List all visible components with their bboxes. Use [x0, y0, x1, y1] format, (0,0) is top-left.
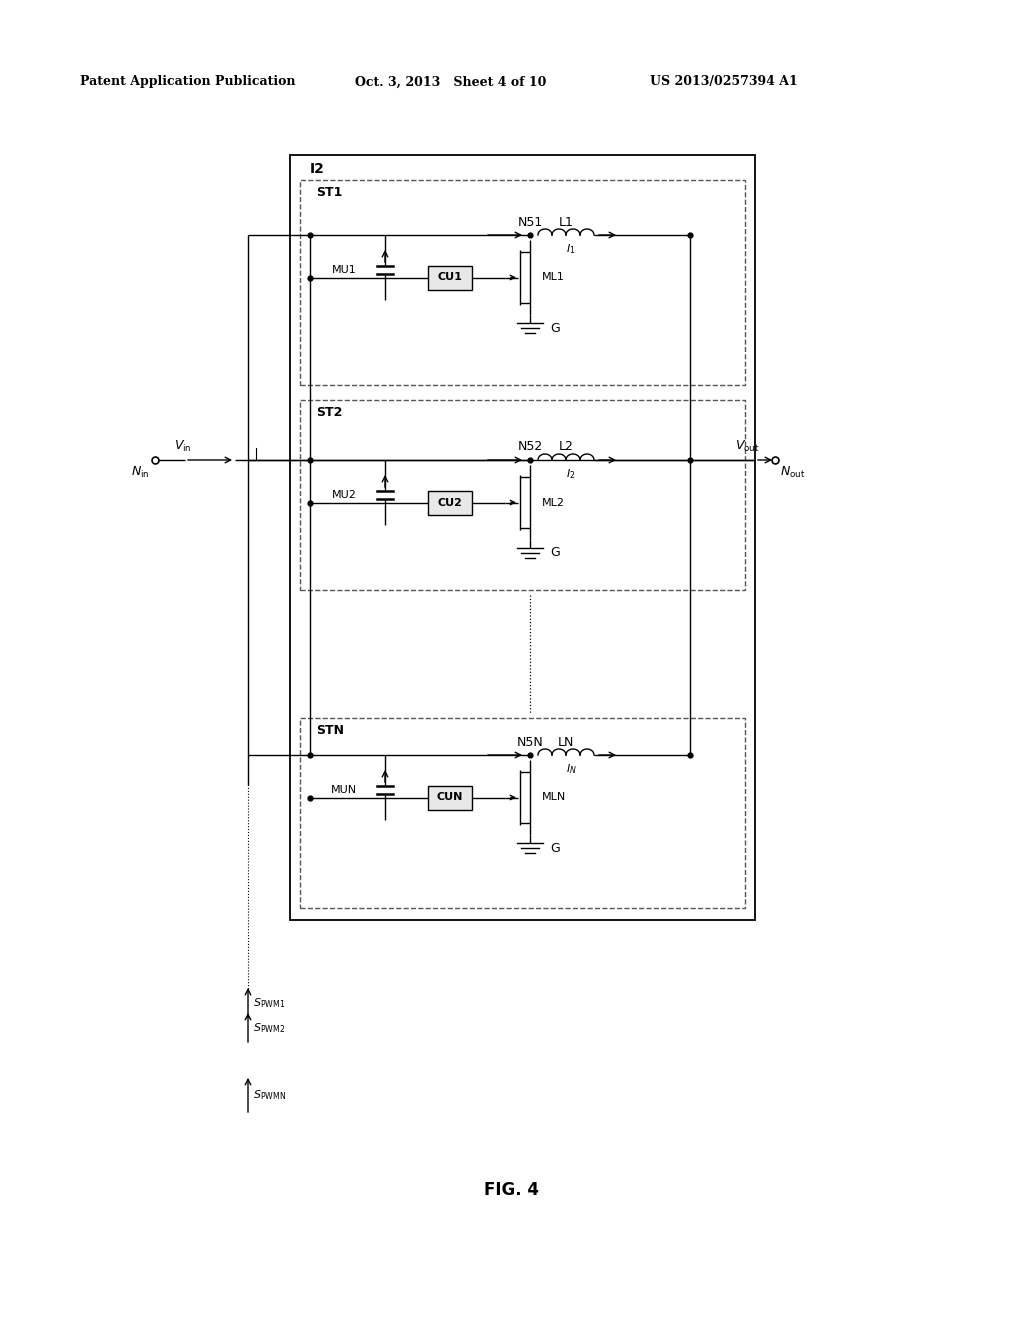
Text: G: G: [550, 842, 560, 854]
Bar: [300, 400, 745, 590]
Text: ML2: ML2: [542, 498, 565, 507]
Text: ML1: ML1: [542, 272, 565, 282]
Bar: [428, 785, 472, 809]
Text: $N_{\mathrm{in}}$: $N_{\mathrm{in}}$: [131, 465, 150, 479]
Text: N51: N51: [517, 215, 543, 228]
Text: G: G: [550, 546, 560, 560]
Text: FIG. 4: FIG. 4: [484, 1181, 540, 1199]
Text: I2: I2: [310, 162, 325, 176]
Text: MU1: MU1: [332, 265, 357, 275]
Text: ST2: ST2: [316, 407, 342, 420]
Text: $I_2$: $I_2$: [566, 467, 575, 480]
Text: $S_{\mathrm{PWM2}}$: $S_{\mathrm{PWM2}}$: [253, 1022, 286, 1035]
Text: MU2: MU2: [332, 490, 357, 500]
Text: $V_{\mathrm{out}}$: $V_{\mathrm{out}}$: [735, 438, 760, 454]
Text: N52: N52: [517, 441, 543, 454]
Text: $S_{\mathrm{PWM1}}$: $S_{\mathrm{PWM1}}$: [253, 997, 286, 1010]
Bar: [428, 265, 472, 289]
Bar: [300, 180, 745, 385]
Bar: [300, 718, 745, 908]
Text: G: G: [550, 322, 560, 334]
Text: $N_{\mathrm{out}}$: $N_{\mathrm{out}}$: [780, 465, 806, 479]
Text: Patent Application Publication: Patent Application Publication: [80, 75, 296, 88]
Text: US 2013/0257394 A1: US 2013/0257394 A1: [650, 75, 798, 88]
Text: LN: LN: [558, 735, 574, 748]
Text: CU2: CU2: [437, 498, 463, 507]
Text: $I_1$: $I_1$: [566, 242, 575, 256]
Text: MUN: MUN: [331, 785, 357, 795]
Text: $S_{\mathrm{PWMN}}$: $S_{\mathrm{PWMN}}$: [253, 1088, 286, 1102]
Text: STN: STN: [316, 725, 344, 738]
Bar: [290, 154, 755, 920]
Text: $I_N$: $I_N$: [565, 762, 577, 776]
Text: N5N: N5N: [517, 735, 544, 748]
Text: CUN: CUN: [437, 792, 463, 803]
Text: ST1: ST1: [316, 186, 342, 199]
Text: Oct. 3, 2013   Sheet 4 of 10: Oct. 3, 2013 Sheet 4 of 10: [355, 75, 547, 88]
Text: L2: L2: [558, 441, 573, 454]
Bar: [428, 491, 472, 515]
Text: $V_{\mathrm{in}}$: $V_{\mathrm{in}}$: [174, 438, 191, 454]
Text: MLN: MLN: [542, 792, 566, 803]
Text: CU1: CU1: [437, 272, 463, 282]
Text: L1: L1: [558, 215, 573, 228]
